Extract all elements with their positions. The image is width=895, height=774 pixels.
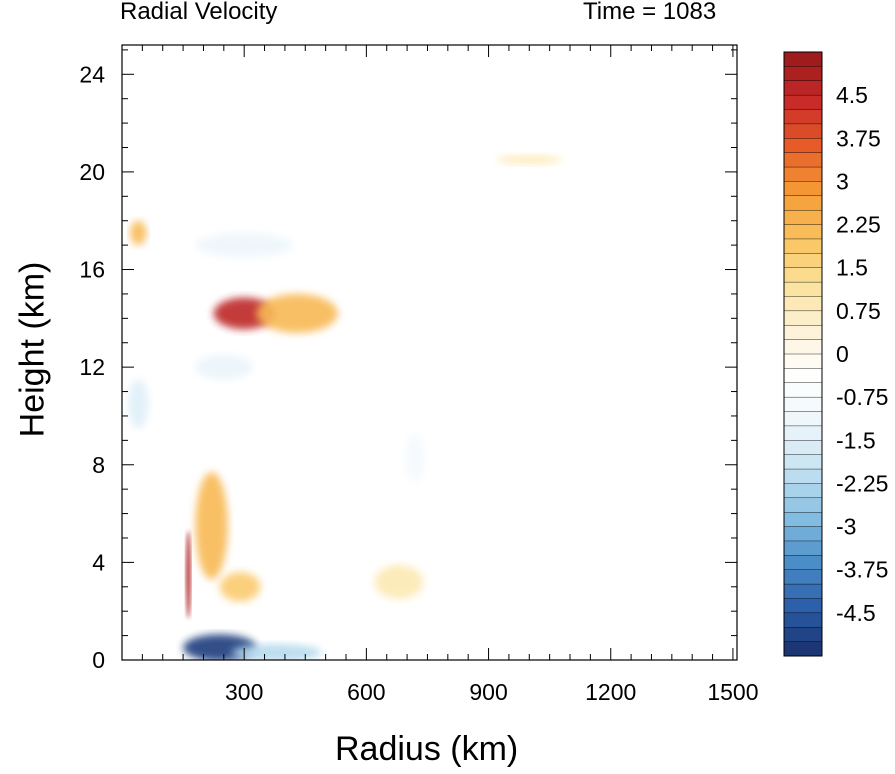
colorbar-bin [783, 440, 823, 456]
field-feature [213, 297, 275, 330]
colorbar-tick-label: 0 [836, 341, 849, 367]
colorbar-bin [783, 94, 823, 111]
field-feature [231, 644, 322, 660]
colorbar-bin [783, 281, 823, 297]
field-feature [195, 232, 294, 258]
x-axis: 300 600 900 1200 1500 [141, 45, 759, 705]
field-feature [195, 354, 253, 380]
y-axis: 0 4 8 12 16 20 24 [79, 49, 737, 673]
y-tick-label: 16 [79, 257, 105, 283]
colorbar-bin [783, 195, 823, 211]
colorbar-bin [783, 368, 823, 384]
y-tick-label: 0 [92, 647, 105, 673]
x-axis-label: Radius (km) [335, 730, 519, 768]
colorbar-bin [783, 627, 823, 643]
x-tick-label: 1200 [585, 679, 636, 705]
colorbar-bin [783, 353, 823, 369]
colorbar-bin [783, 511, 823, 528]
x-tick-label: 600 [347, 679, 385, 705]
colorbar-tick-label: -1.5 [836, 427, 876, 453]
colorbar-bin [783, 166, 823, 182]
y-tick-label: 12 [79, 354, 105, 380]
colorbar-bin [783, 339, 823, 355]
colorbar-bin [783, 109, 823, 125]
colorbar-bin [783, 411, 823, 427]
colorbar-bin [783, 123, 823, 139]
colorbar-bin [783, 569, 823, 585]
colorbar-bin [783, 425, 823, 441]
colorbar-bin [783, 382, 823, 398]
colorbar-bin [783, 497, 823, 513]
colorbar-tick-label: 3 [836, 168, 849, 194]
colorbar-tick-label: -0.75 [836, 384, 888, 410]
colorbar-bin [783, 612, 823, 628]
y-axis-label: Height (km) [13, 261, 52, 438]
y-tick-label: 4 [92, 549, 105, 575]
colorbar-bin [783, 267, 823, 283]
field-feature [130, 220, 147, 246]
colorbar-bin [783, 209, 823, 226]
field-feature [195, 472, 228, 580]
field-feature [405, 433, 426, 482]
y-tick-label: 24 [79, 61, 105, 87]
field-feature [374, 564, 424, 599]
colorbar-tick-label: -3.75 [836, 557, 888, 583]
colorbar-bin [783, 152, 823, 168]
colorbar-tick-label: 4.5 [836, 82, 868, 108]
colorbar-frame [783, 51, 823, 657]
colorbar-bin [783, 526, 823, 542]
colorbar-bin [783, 181, 823, 197]
velocity-field [128, 154, 562, 660]
plot-frame [121, 44, 738, 661]
chart-subtitle: Time = 1083 [583, 0, 717, 25]
x-tick-label: 900 [469, 679, 507, 705]
colorbar-tick-label: 1.5 [836, 255, 868, 281]
colorbar-bin [783, 555, 823, 571]
colorbar-bin [783, 80, 823, 96]
colorbar-bin [783, 454, 823, 470]
colorbar-tick-label: 2.25 [836, 212, 881, 238]
colorbar-tick-label: -2.25 [836, 470, 888, 496]
colorbar: 4.5 3.75 3 2.25 1.5 0.75 0 -0.75 -1.5 -2.25 -3 -3.7… [783, 51, 888, 657]
colorbar-bin [783, 224, 823, 240]
colorbar-bin [783, 468, 823, 484]
y-tick-label: 8 [92, 452, 105, 478]
colorbar-bin [783, 296, 823, 312]
colorbar-bin [783, 583, 823, 599]
field-feature [496, 154, 562, 165]
x-tick-label: 300 [225, 679, 263, 705]
colorbar-bin [783, 396, 823, 413]
colorbar-bin [783, 641, 823, 657]
colorbar-bin [783, 253, 823, 269]
colorbar-bin [783, 138, 823, 154]
colorbar-bin [783, 238, 823, 254]
colorbar-tick-label: -3 [836, 514, 856, 540]
colorbar-tick-label: 3.75 [836, 125, 881, 151]
x-tick-label: 1500 [707, 679, 758, 705]
colorbar-bin [783, 325, 823, 341]
colorbar-bin [783, 51, 823, 67]
field-feature [185, 530, 191, 619]
colorbar-tick-label: 0.75 [836, 298, 881, 324]
y-tick-label: 20 [79, 159, 105, 185]
colorbar-bin [783, 310, 823, 326]
chart-title: Radial Velocity [120, 0, 278, 25]
field-feature [219, 572, 261, 602]
colorbar-tick-label: -4.5 [836, 600, 876, 626]
colorbar-bin [783, 540, 823, 556]
colorbar-bin [783, 598, 823, 614]
field-feature [256, 293, 338, 333]
field-feature [128, 379, 149, 429]
colorbar-bin [783, 66, 823, 82]
colorbar-bin [783, 483, 823, 499]
